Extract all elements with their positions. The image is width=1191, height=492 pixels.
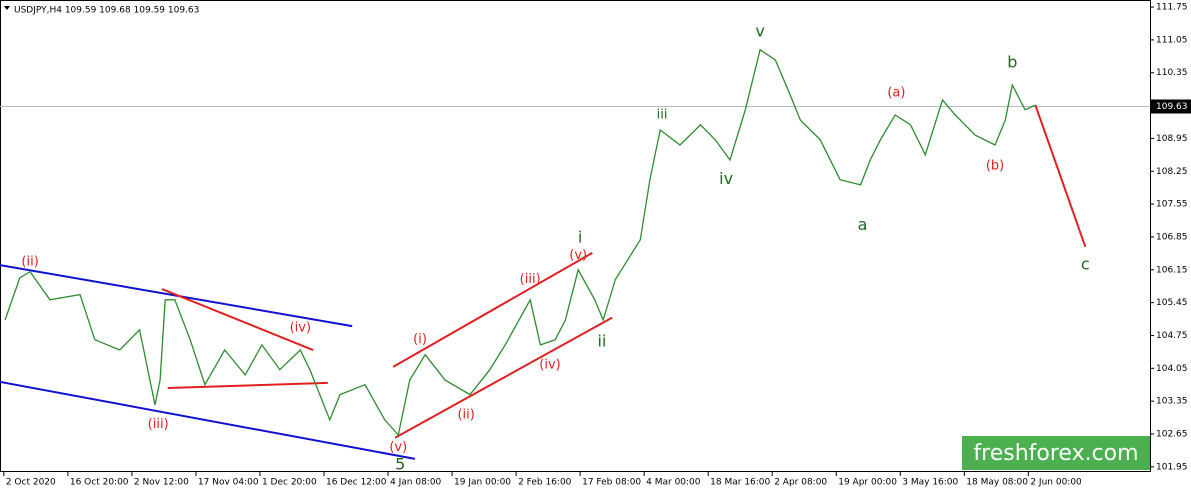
x-tick-label: 18 May 08:00 [966,478,1028,488]
x-tick-label: 2 Oct 2020 [6,478,56,488]
wave-label: (iii) [520,272,541,287]
watermark-box [962,436,1150,470]
wave-label: iv [719,169,733,188]
trend-line [394,316,613,439]
y-tick-label: 108.25 [1156,167,1188,177]
wave-label: b [1007,52,1017,71]
trend-line [161,288,314,351]
x-tick-label: 19 Jan 00:00 [454,478,511,488]
trend-line [392,252,593,368]
current-price-box [1151,99,1191,114]
x-tick-label: 4 Jan 08:00 [390,478,442,488]
wave-label: (iii) [148,417,169,432]
y-tick-label: 110.35 [1156,68,1188,78]
y-tick-label: 107.55 [1156,200,1188,210]
watermark: freshforex.com [973,441,1138,466]
y-tick-label: 111.05 [1156,35,1188,45]
wave-label: (b) [986,159,1004,174]
wave-label: (iv) [290,320,311,335]
y-tick-label: 104.75 [1156,331,1188,341]
x-tick-label: 1 Dec 20:00 [262,478,317,488]
x-tick-label: 2 Nov 12:00 [134,478,189,488]
wave-label: i [578,227,582,246]
y-tick-label: 111.75 [1156,3,1188,13]
current-price-label: 109.63 [1156,102,1188,112]
x-tick-label: 16 Dec 12:00 [326,478,387,488]
wave-label: (iv) [539,358,560,373]
x-tick-label: 2 Feb 16:00 [518,478,572,488]
y-tick-label: 103.35 [1156,397,1188,407]
x-tick-label: 4 Mar 00:00 [646,478,701,488]
wave-label: (ii) [457,407,474,422]
y-tick-label: 104.05 [1156,364,1188,374]
wave-label: (v) [389,440,407,455]
y-tick-label: 106.15 [1156,265,1188,275]
wave-label: iii [657,107,668,122]
x-tick-label: 16 Oct 20:00 [70,478,129,488]
wave-label: (i) [413,332,427,347]
y-tick-label: 105.45 [1156,298,1188,308]
wave-label: (ii) [21,254,38,269]
wave-label: (v) [569,248,587,263]
wave-label: v [755,21,764,40]
y-tick-label: 106.85 [1156,232,1188,242]
x-tick-label: 17 Nov 04:00 [198,478,259,488]
trend-line [167,381,328,390]
y-tick-label: 101.95 [1156,462,1188,472]
menu-arrow [4,6,10,10]
plot-frame [0,0,1151,472]
x-tick-label: 17 Feb 08:00 [582,478,641,488]
wave-label: a [858,215,868,234]
x-tick-label: 2 Apr 08:00 [774,478,827,488]
trend-line [0,380,416,460]
x-tick-label: 2 Jun 00:00 [1030,478,1082,488]
price-line [4,48,1036,437]
trend-line [1034,104,1087,248]
x-tick-label: 18 Mar 16:00 [710,478,770,488]
wave-label: 5 [395,454,405,473]
wave-label: c [1081,255,1090,274]
y-tick-label: 108.95 [1156,134,1188,144]
wave-label: (a) [887,85,905,100]
x-tick-label: 19 Apr 00:00 [838,478,897,488]
chart-title: USDJPY,H4 109.59 109.68 109.59 109.63 [14,6,199,16]
x-tick-label: 3 May 16:00 [902,478,958,488]
y-tick-label: 102.65 [1156,429,1188,439]
wave-label: ii [597,332,606,351]
